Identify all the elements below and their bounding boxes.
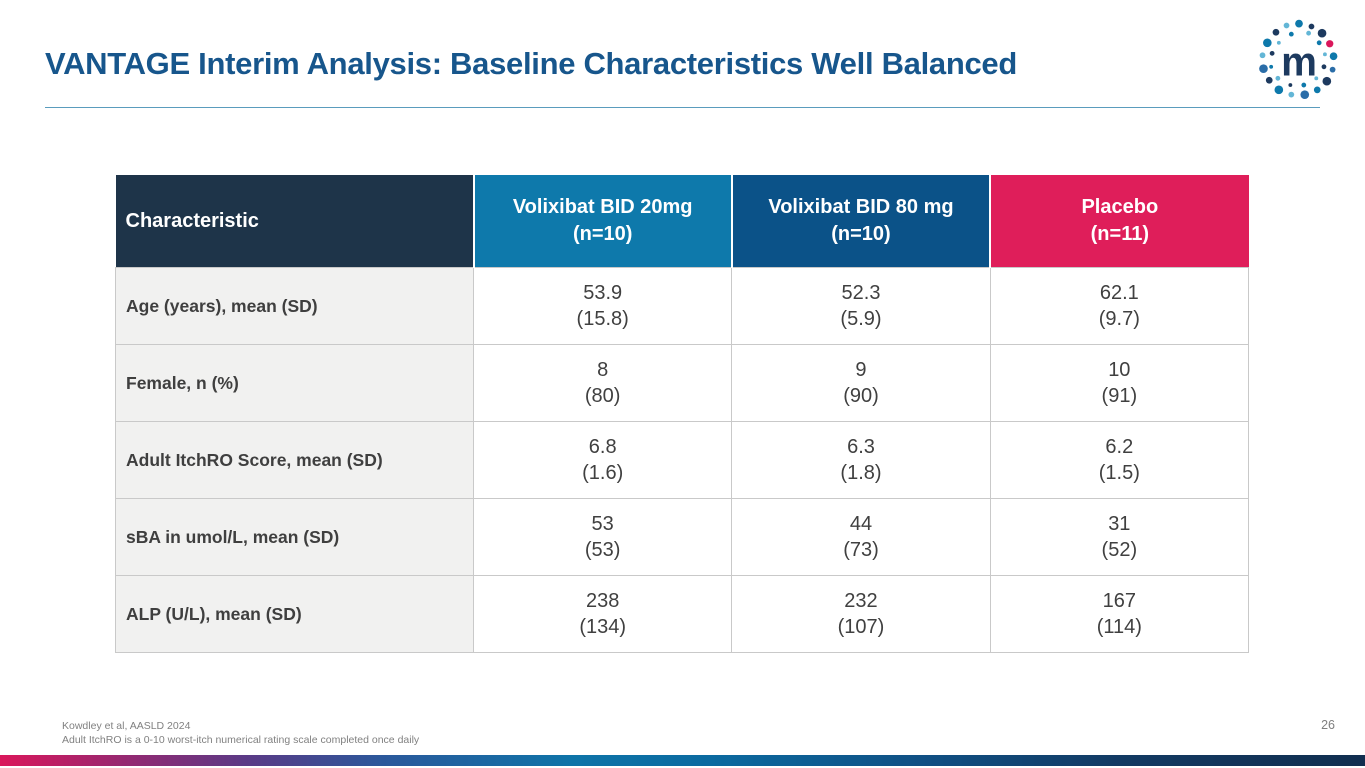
column-header-n: (n=10)	[572, 223, 633, 245]
column-header-label: Volixibat BID 80 mg	[768, 196, 954, 218]
column-header-label: Placebo	[1081, 196, 1159, 218]
row-label-cell: ALP (U/L), mean (SD)	[114, 575, 475, 653]
column-header-placebo: Placebo (n=11)	[989, 175, 1249, 268]
table-row-age: Age (years), mean (SD) 53.9 (15.8) 52.3 …	[114, 267, 1250, 345]
baseline-characteristics-table: Characteristic Volixibat BID 20mg (n=10)…	[114, 175, 1250, 653]
value-cell: 31 (52)	[989, 498, 1250, 576]
value-cell: 53 (53)	[473, 498, 733, 576]
column-header-label: Volixibat BID 20mg	[512, 196, 693, 218]
table-row-alp: ALP (U/L), mean (SD) 238 (134) 232 (107)…	[114, 575, 1250, 653]
row-label-cell: sBA in umol/L, mean (SD)	[114, 498, 475, 576]
value-cell: 53.9 (15.8)	[473, 267, 733, 345]
value-cell: 52.3 (5.9)	[731, 267, 991, 345]
table-row-itchro: Adult ItchRO Score, mean (SD) 6.8 (1.6) …	[114, 421, 1250, 499]
value-cell: 44 (73)	[731, 498, 991, 576]
value-cell: 6.2 (1.5)	[989, 421, 1250, 499]
title-divider	[45, 107, 1320, 108]
mirum-logo: m	[1259, 19, 1338, 99]
footnote-itchro-definition: Adult ItchRO is a 0-10 worst-itch numeri…	[62, 734, 420, 747]
column-header-characteristic: Characteristic	[115, 175, 474, 268]
logo-letter: m	[1281, 38, 1317, 84]
page-number: 26	[1321, 718, 1335, 732]
header-row: Characteristic Volixibat BID 20mg (n=10)…	[115, 175, 1249, 268]
value-cell: 9 (90)	[731, 344, 991, 422]
column-header-volixibat-20mg: Volixibat BID 20mg (n=10)	[472, 175, 732, 268]
footnote-citation: Kowdley et al, AASLD 2024	[62, 720, 191, 732]
value-cell: 167 (114)	[989, 575, 1250, 653]
row-label-cell: Adult ItchRO Score, mean (SD)	[114, 421, 475, 499]
column-header-volixibat-80mg: Volixibat BID 80 mg (n=10)	[730, 175, 991, 268]
page-title: VANTAGE Interim Analysis: Baseline Chara…	[45, 46, 1017, 81]
column-header-label: Characteristic	[125, 209, 259, 232]
value-cell: 238 (134)	[473, 575, 733, 653]
column-header-n: (n=10)	[831, 223, 891, 245]
value-cell: 232 (107)	[731, 575, 991, 653]
value-cell: 62.1 (9.7)	[989, 267, 1250, 345]
table-row-female: Female, n (%) 8 (80) 9 (90) 10 (91)	[114, 344, 1250, 422]
row-label-cell: Female, n (%)	[114, 344, 475, 422]
table-row-sba: sBA in umol/L, mean (SD) 53 (53) 44 (73)…	[114, 498, 1250, 576]
column-header-n: (n=11)	[1090, 223, 1149, 245]
value-cell: 6.8 (1.6)	[473, 421, 733, 499]
bottom-gradient-bar	[0, 755, 1365, 766]
value-cell: 6.3 (1.8)	[731, 421, 991, 499]
footnotes: Kowdley et al, AASLD 2024 Adult ItchRO i…	[62, 719, 419, 748]
value-cell: 10 (91)	[989, 344, 1250, 422]
row-label-cell: Age (years), mean (SD)	[114, 267, 475, 345]
value-cell: 8 (80)	[473, 344, 733, 422]
